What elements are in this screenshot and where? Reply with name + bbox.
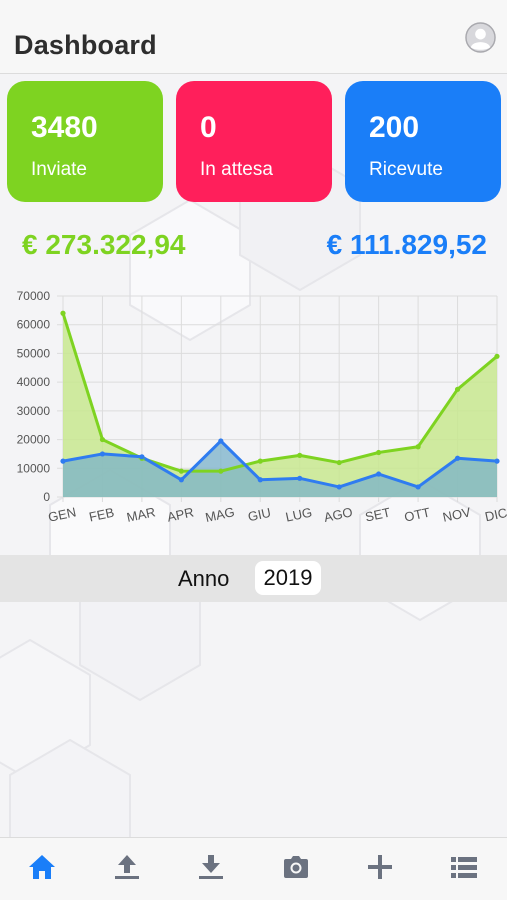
y-tick-label: 40000: [17, 375, 51, 389]
tab-bar: [0, 837, 507, 900]
x-tick-label: MAG: [204, 504, 236, 525]
list-icon[interactable]: [449, 852, 479, 882]
data-point: [257, 458, 263, 464]
data-point: [336, 484, 342, 490]
plus-icon[interactable]: [365, 852, 395, 882]
year-picker[interactable]: 2019: [255, 561, 321, 595]
year-selector-bar: Anno 2019: [0, 555, 507, 602]
data-point: [178, 477, 184, 483]
data-point: [415, 484, 421, 490]
data-point: [454, 455, 461, 461]
y-tick-label: 0: [43, 490, 50, 504]
y-tick-label: 10000: [17, 461, 51, 475]
year-label: Anno: [178, 566, 230, 591]
data-point: [139, 454, 145, 460]
data-point: [376, 449, 382, 456]
x-tick-label: FEB: [88, 505, 116, 525]
data-point: [454, 386, 461, 392]
data-point: [99, 451, 106, 457]
chart-points: [60, 310, 500, 490]
data-point: [297, 475, 303, 481]
x-tick-label: GEN: [47, 504, 78, 525]
chart-areas: [63, 313, 497, 497]
data-point: [376, 471, 382, 477]
download-icon[interactable]: [196, 852, 226, 882]
x-tick-label: DIC: [484, 505, 507, 524]
series-area: [63, 441, 497, 497]
data-point: [257, 477, 263, 483]
data-point: [99, 436, 106, 443]
card-sent-label: Inviate: [31, 159, 87, 180]
home-icon[interactable]: [27, 852, 57, 882]
card-pending-label: In attesa: [200, 159, 273, 180]
x-tick-label: APR: [166, 504, 195, 524]
card-sent-value: 3480: [31, 111, 98, 144]
data-point: [218, 438, 224, 444]
x-tick-label: OTT: [403, 505, 432, 525]
data-point: [178, 468, 184, 474]
data-point: [336, 459, 342, 466]
amount-received: € 111.829,52: [326, 229, 487, 260]
data-point: [218, 468, 224, 474]
chart-x-axis: GEN FEB MAR APR MAG GIU LUG AGO SET OTT NOV DIC: [47, 504, 507, 525]
data-point: [60, 310, 66, 316]
chart-lines: [61, 312, 498, 489]
summary-cards: 3480 Inviate 0 In attesa 200 Ricevute: [0, 81, 507, 203]
chart-y-axis: 0 10000 20000 30000 40000 50000 60000 70000: [17, 289, 51, 504]
y-tick-label: 30000: [17, 404, 51, 418]
data-point: [494, 458, 500, 464]
x-tick-label: SET: [364, 505, 392, 525]
x-tick-label: NOV: [441, 504, 472, 525]
data-point: [60, 458, 66, 464]
data-point: [494, 353, 500, 359]
card-received-value: 200: [369, 111, 420, 144]
user-avatar-icon[interactable]: [465, 22, 496, 53]
card-pending[interactable]: 0 In attesa: [176, 81, 332, 202]
card-pending-value: 0: [200, 111, 217, 144]
x-tick-label: GIU: [246, 505, 272, 524]
y-tick-label: 70000: [17, 289, 51, 303]
y-tick-label: 60000: [17, 318, 51, 332]
x-tick-label: MAR: [125, 504, 156, 525]
x-tick-label: LUG: [284, 504, 313, 524]
card-received[interactable]: 200 Ricevute: [345, 81, 501, 202]
data-point: [297, 452, 303, 458]
card-received-label: Ricevute: [369, 159, 443, 180]
camera-icon[interactable]: [281, 852, 311, 882]
y-tick-label: 50000: [17, 346, 51, 360]
x-tick-label: AGO: [323, 504, 354, 525]
data-point: [415, 444, 421, 450]
page-title: Dashboard: [14, 30, 157, 60]
y-tick-label: 20000: [17, 433, 51, 447]
monthly-chart: 0 10000 20000 30000 40000 50000 60000 70000 GEN…: [17, 289, 507, 525]
card-sent[interactable]: 3480 Inviate: [7, 81, 163, 202]
amount-sent: € 273.322,94: [22, 229, 186, 260]
app-header: Dashboard: [0, 0, 507, 74]
series-line: [62, 439, 498, 489]
upload-icon[interactable]: [112, 852, 142, 882]
